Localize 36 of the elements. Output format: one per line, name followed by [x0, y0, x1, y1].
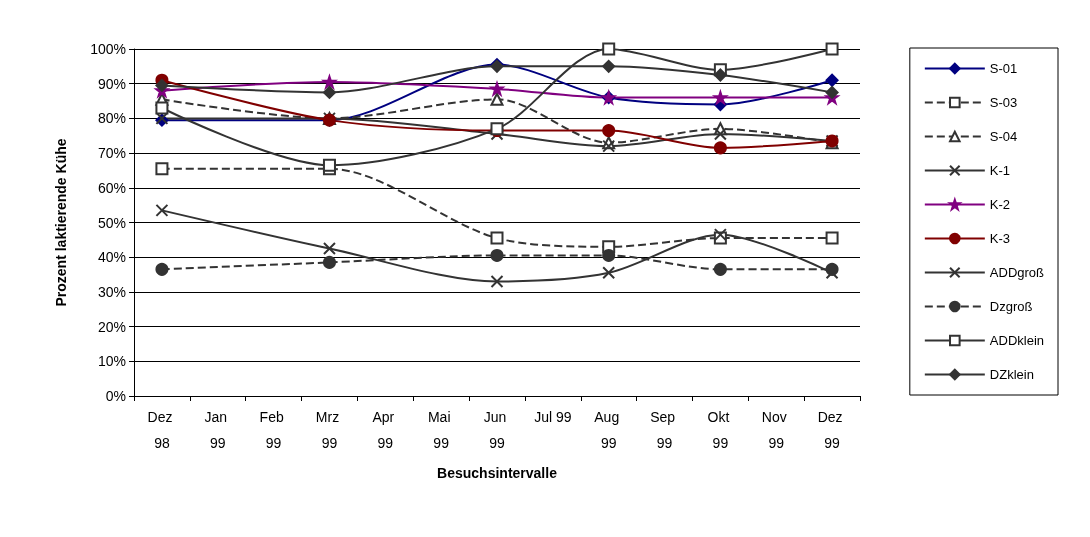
y-tick-label: 50%	[97, 214, 126, 231]
legend-label: K-2	[989, 197, 1011, 212]
x-tick-label: Apr 99	[372, 409, 399, 451]
x-tick-label: Mai 99	[427, 409, 455, 451]
y-tick-label: 10%	[97, 353, 126, 370]
legend-label: Dzgroß	[989, 299, 1033, 314]
legend-label: DZklein	[989, 367, 1034, 382]
y-tick-label: 70%	[97, 145, 126, 162]
legend-label: ADDklein	[989, 333, 1044, 348]
legend-label: K-1	[989, 163, 1011, 178]
x-axis-title: Besuchsintervalle	[437, 465, 558, 481]
x-tick-label: Dez 99	[817, 409, 847, 451]
legend-label: S-04	[989, 129, 1018, 144]
legend-label: S-03	[989, 95, 1018, 110]
y-tick-label: 100%	[90, 41, 126, 57]
y-tick-label: 30%	[97, 283, 126, 300]
y-tick-label: 40%	[97, 249, 126, 266]
legend-label: ADDgroß	[989, 265, 1045, 280]
x-tick-label: Aug 99	[594, 409, 624, 451]
y-tick-label: 20%	[97, 318, 126, 335]
y-tick-label: 90%	[97, 75, 126, 92]
x-tick-label: Mrz 99	[315, 409, 344, 451]
x-tick-label: Jun 99	[483, 409, 511, 451]
x-tick-label: Dez 98	[147, 409, 177, 451]
x-tick-label: Feb 99	[259, 409, 288, 451]
x-tick-label: Jul 99	[534, 409, 572, 425]
y-tick-label: 80%	[97, 110, 126, 127]
x-tick-label: Sep 99	[650, 409, 679, 451]
y-tick-label: 0%	[105, 388, 126, 404]
x-tick-label: Nov 99	[761, 409, 791, 451]
y-tick-label: 60%	[97, 179, 126, 196]
legend-label: K-3	[989, 231, 1011, 246]
legend-label: S-01	[989, 61, 1018, 76]
x-tick-label: Okt 99	[707, 409, 734, 451]
x-tick-label: Jan 99	[204, 409, 231, 451]
y-axis-title: Prozent laktierende Kühe	[53, 138, 69, 307]
